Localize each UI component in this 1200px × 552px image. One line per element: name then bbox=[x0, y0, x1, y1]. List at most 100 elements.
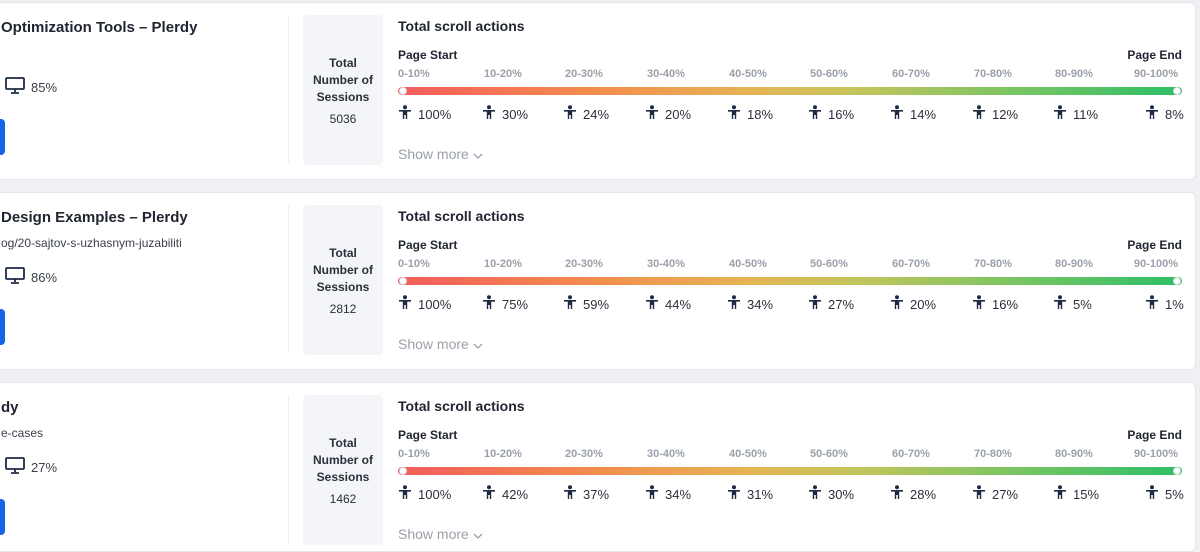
percentage-value: 100% bbox=[418, 296, 452, 312]
percentage-value: 20% bbox=[910, 296, 937, 312]
view-heatmap-button[interactable] bbox=[0, 309, 5, 345]
page-title[interactable]: dy bbox=[1, 399, 19, 416]
person-icon bbox=[972, 485, 992, 503]
range-label: 0-10% bbox=[398, 448, 430, 460]
divider bbox=[288, 15, 289, 163]
percentage-value: 31% bbox=[747, 486, 774, 502]
page-title[interactable]: Design Examples – Plerdy bbox=[1, 209, 188, 226]
scroll-percentage: 5% bbox=[1145, 485, 1184, 503]
show-more-button[interactable]: Show more bbox=[398, 526, 483, 542]
sessions-label-line: Sessions bbox=[316, 90, 370, 104]
scroll-depth-panel: Total scroll actions Page Start Page End 0-… bbox=[398, 3, 1184, 179]
person-icon bbox=[1053, 105, 1073, 123]
sessions-count: 5036 bbox=[329, 112, 357, 126]
page-info: Optimization Tools – Plerdy 85% bbox=[0, 3, 281, 179]
sessions-box: Total Number of Sessions 2812 bbox=[303, 205, 383, 355]
bar-end-dot bbox=[1173, 467, 1181, 475]
percentage-value: 15% bbox=[1073, 486, 1100, 502]
scroll-percentages: 100% 30% 24% 20% 18% 16% 14% 12% 11% 8% bbox=[398, 105, 1184, 123]
scroll-percentage: 28% bbox=[890, 485, 936, 503]
percentage-value: 12% bbox=[992, 106, 1019, 122]
device-percent: 27% bbox=[31, 459, 58, 475]
person-icon bbox=[645, 485, 665, 503]
person-icon bbox=[727, 105, 747, 123]
person-icon bbox=[645, 295, 665, 313]
page-url[interactable]: e-cases bbox=[1, 426, 44, 440]
sessions-label: Total Number of Sessions bbox=[303, 435, 383, 486]
person-icon bbox=[890, 105, 910, 123]
page-info: Design Examples – Plerdy og/20-sajtov-s-u… bbox=[0, 193, 281, 369]
range-label: 80-90% bbox=[1055, 448, 1093, 460]
person-icon bbox=[1145, 105, 1165, 123]
show-more-button[interactable]: Show more bbox=[398, 336, 483, 352]
page-title[interactable]: Optimization Tools – Plerdy bbox=[1, 19, 198, 36]
device-stat: 27% bbox=[5, 457, 57, 477]
range-label: 70-80% bbox=[974, 448, 1012, 460]
scroll-percentages: 100% 75% 59% 44% 34% 27% 20% 16% 5% 1% bbox=[398, 295, 1184, 313]
sessions-count: 1462 bbox=[329, 492, 357, 506]
device-stat: 85% bbox=[5, 77, 57, 97]
person-icon bbox=[482, 295, 502, 313]
range-label: 10-20% bbox=[484, 258, 522, 270]
page-end-label: Page End bbox=[1127, 238, 1182, 252]
percentage-value: 44% bbox=[665, 296, 692, 312]
sessions-label-line: Sessions bbox=[316, 470, 370, 484]
sessions-label-line: Total bbox=[329, 246, 357, 260]
divider bbox=[288, 395, 289, 543]
percentage-value: 5% bbox=[1165, 486, 1184, 502]
page-card: Design Examples – Plerdy og/20-sajtov-s-u… bbox=[0, 192, 1196, 370]
person-icon bbox=[727, 485, 747, 503]
range-label: 50-60% bbox=[810, 258, 848, 270]
scroll-percentage: 27% bbox=[972, 485, 1018, 503]
percentage-value: 20% bbox=[665, 106, 692, 122]
chevron-down-icon bbox=[469, 146, 483, 162]
scroll-percentage: 100% bbox=[398, 105, 451, 123]
show-more-button[interactable]: Show more bbox=[398, 146, 483, 162]
person-icon bbox=[398, 105, 418, 123]
percentage-value: 1% bbox=[1165, 296, 1184, 312]
percentage-value: 75% bbox=[502, 296, 529, 312]
range-label: 30-40% bbox=[647, 68, 685, 80]
show-more-label[interactable]: Show more bbox=[398, 336, 469, 352]
scroll-gradient-bar bbox=[398, 277, 1182, 285]
page-url[interactable]: og/20-sajtov-s-uzhasnym-juzabiliti bbox=[1, 236, 182, 250]
range-labels: 0-10% 10-20% 20-30% 30-40% 40-50% 50-60% 60-70… bbox=[398, 448, 1182, 462]
device-percent: 85% bbox=[31, 79, 58, 95]
person-icon bbox=[398, 485, 418, 503]
sessions-label-line: Total bbox=[329, 56, 357, 70]
scroll-percentage: 37% bbox=[563, 485, 609, 503]
person-icon bbox=[808, 295, 828, 313]
percentage-value: 16% bbox=[828, 106, 855, 122]
percentage-value: 14% bbox=[910, 106, 937, 122]
scroll-percentage: 30% bbox=[808, 485, 854, 503]
scroll-percentage: 31% bbox=[727, 485, 773, 503]
sessions-label: Total Number of Sessions bbox=[303, 245, 383, 296]
scroll-percentages: 100% 42% 37% 34% 31% 30% 28% 27% 15% 5% bbox=[398, 485, 1184, 503]
percentage-value: 34% bbox=[747, 296, 774, 312]
range-label: 60-70% bbox=[892, 258, 930, 270]
scroll-title: Total scroll actions bbox=[398, 208, 525, 224]
view-heatmap-button[interactable] bbox=[0, 499, 5, 535]
divider bbox=[288, 205, 289, 353]
scroll-percentage: 100% bbox=[398, 295, 451, 313]
sessions-box: Total Number of Sessions 1462 bbox=[303, 395, 383, 545]
person-icon bbox=[727, 295, 747, 313]
device-percent: 86% bbox=[31, 269, 58, 285]
person-icon bbox=[890, 295, 910, 313]
bar-start-dot bbox=[399, 87, 407, 95]
range-label: 30-40% bbox=[647, 258, 685, 270]
sessions-label-line: Total bbox=[329, 436, 357, 450]
bar-start-dot bbox=[399, 467, 407, 475]
person-icon bbox=[972, 295, 992, 313]
person-icon bbox=[808, 105, 828, 123]
scroll-percentage: 11% bbox=[1053, 105, 1098, 123]
person-icon bbox=[645, 105, 665, 123]
percentage-value: 100% bbox=[418, 106, 452, 122]
range-label: 90-100% bbox=[1134, 448, 1179, 460]
view-heatmap-button[interactable] bbox=[0, 119, 5, 155]
show-more-label[interactable]: Show more bbox=[398, 526, 469, 542]
chevron-down-icon bbox=[469, 336, 483, 352]
person-icon bbox=[482, 485, 502, 503]
sessions-label-line: Number of bbox=[313, 73, 373, 87]
show-more-label[interactable]: Show more bbox=[398, 146, 469, 162]
